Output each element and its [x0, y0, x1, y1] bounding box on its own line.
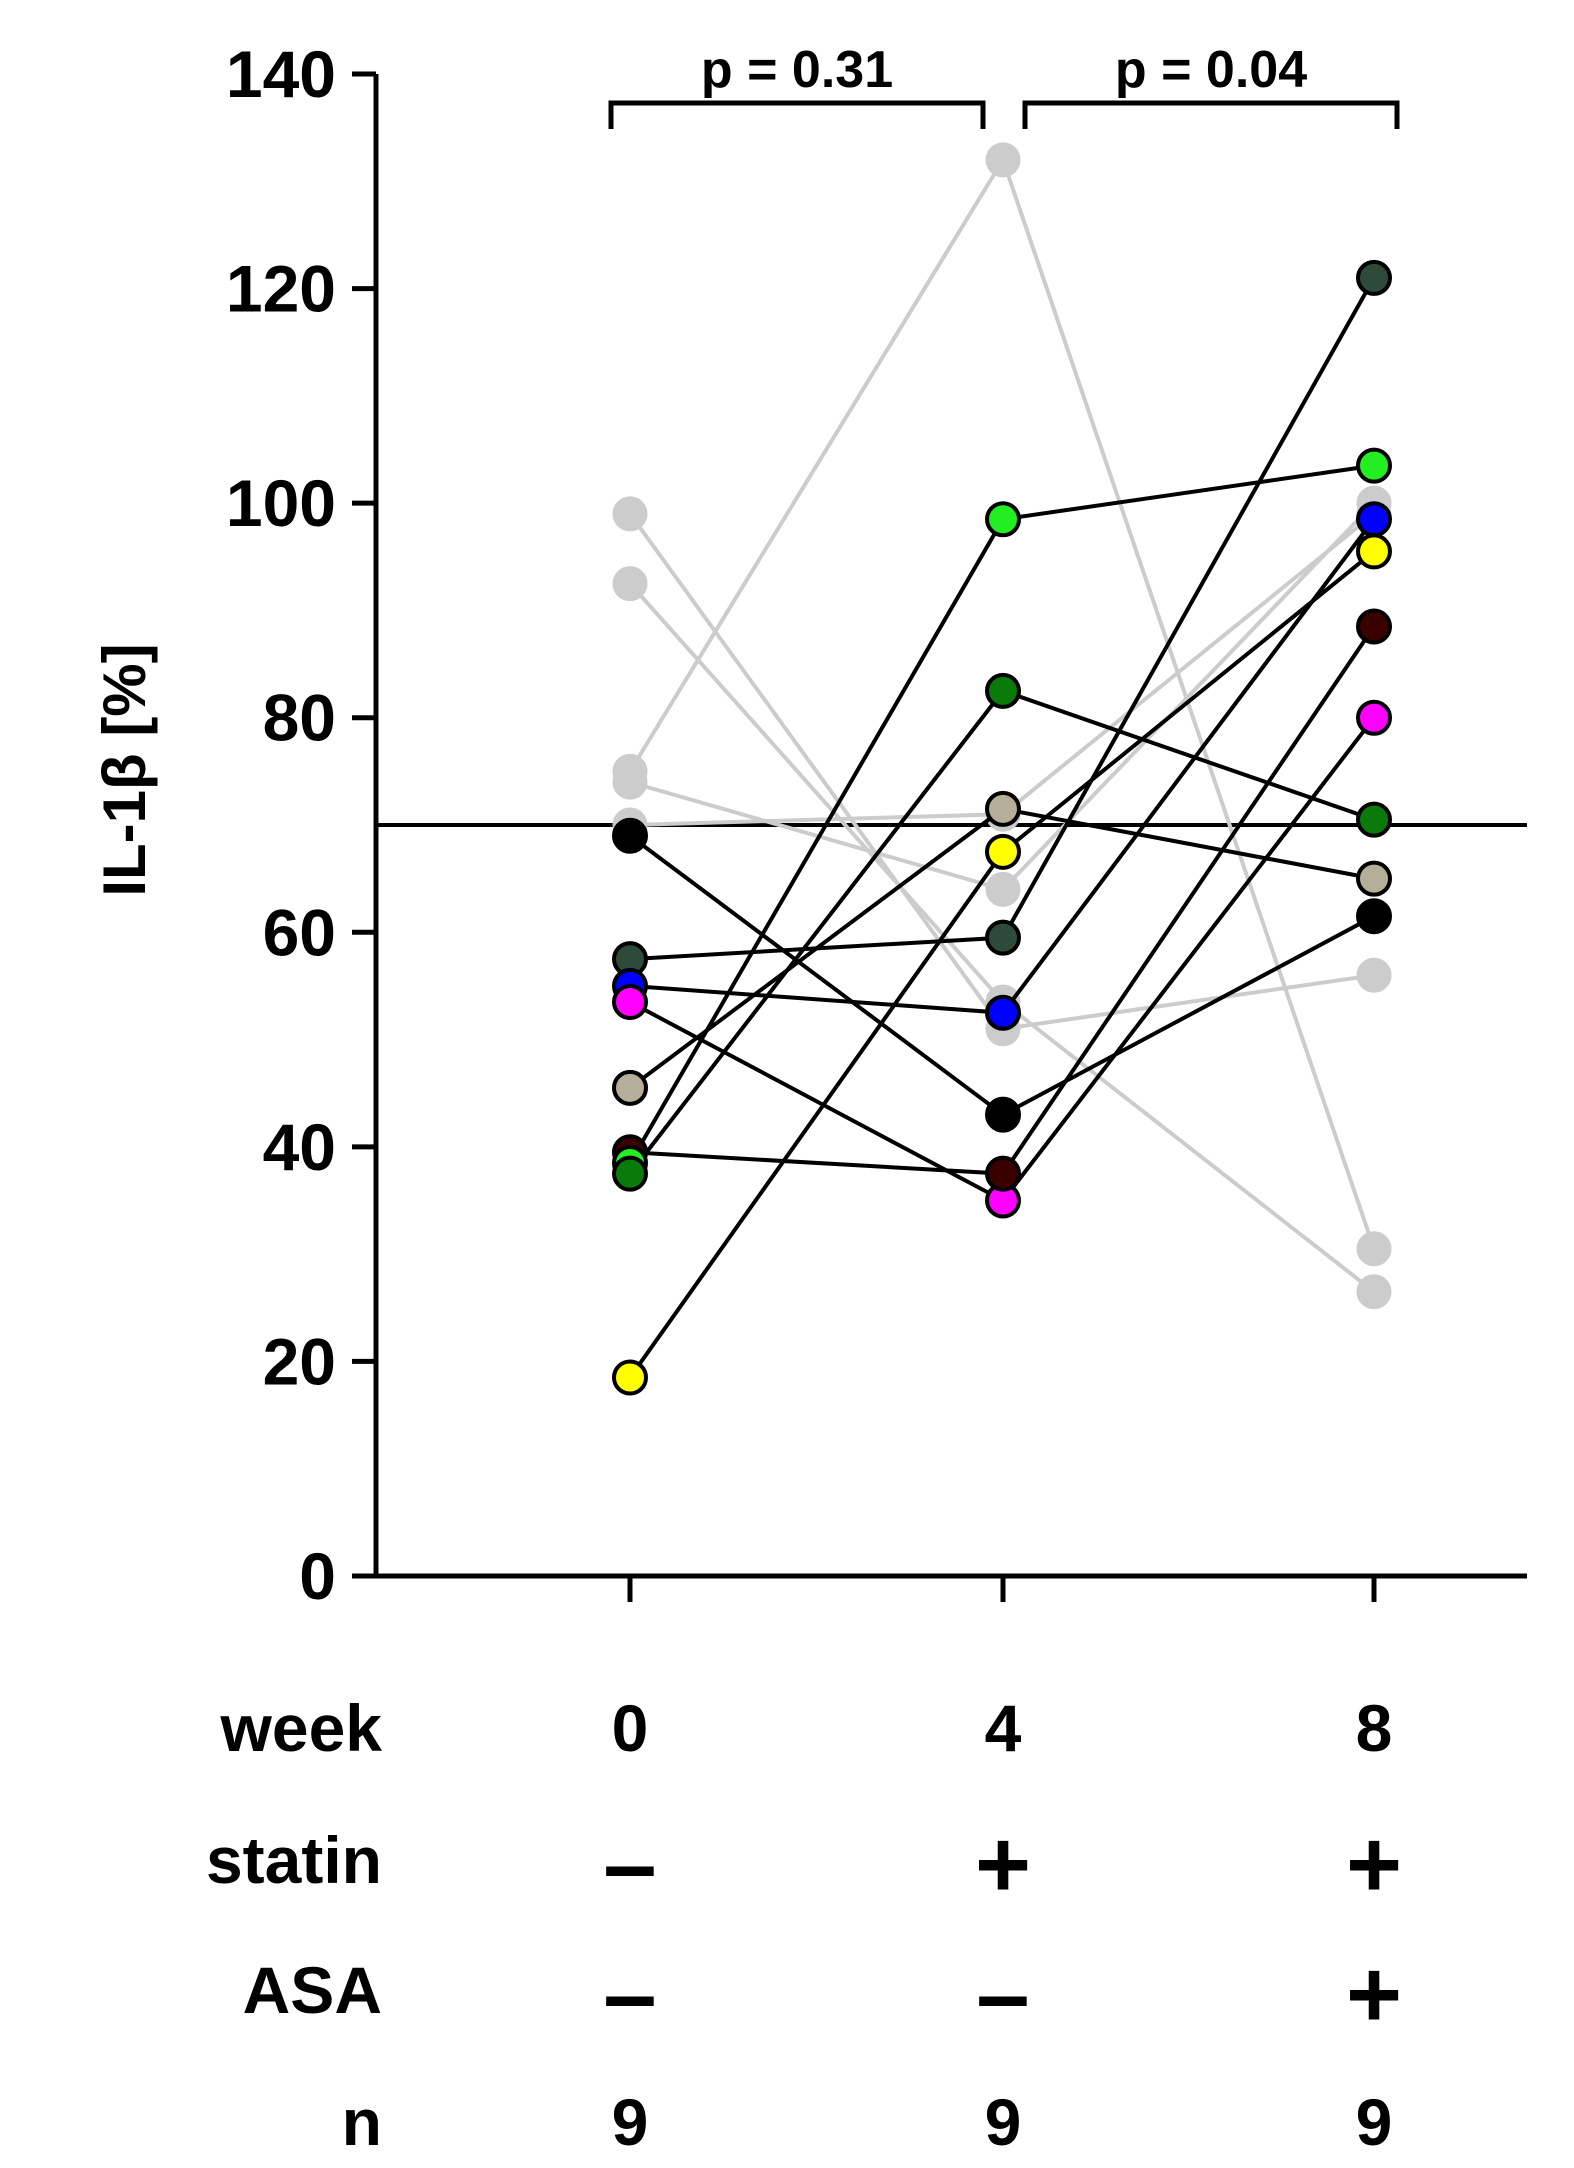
y-axis-title: IL-1β [%]: [91, 643, 158, 896]
table-cell: +: [1346, 1811, 1402, 1918]
y-tick-label: 0: [299, 1539, 336, 1613]
data-point-yellow: [985, 833, 1021, 870]
data-point-blue: [1356, 501, 1392, 538]
y-tick-label: 20: [263, 1324, 336, 1398]
y-tick-label: 120: [226, 252, 336, 326]
table-cell: +: [1346, 1941, 1402, 2048]
data-point-gray-1: [1356, 1231, 1392, 1267]
y-tick-label: 100: [226, 466, 336, 540]
y-tick-label: 80: [263, 681, 336, 755]
y-tick-label: 40: [263, 1110, 336, 1184]
table-cell: 8: [1356, 1691, 1393, 1765]
table-cell: 9: [612, 2085, 649, 2159]
data-point-maroon: [1356, 608, 1392, 645]
condition-table: week 0 4 8 statin – + + ASA – – + n 9 9 9: [206, 1691, 1402, 2159]
data-point-black: [1356, 898, 1392, 935]
data-point-gray-1: [985, 142, 1021, 178]
data-point-magenta: [612, 984, 648, 1021]
data-point-dark-green: [1356, 259, 1392, 296]
table-cell: 4: [985, 1691, 1022, 1765]
table-row-label: n: [342, 2085, 382, 2159]
data-point-gray-4: [985, 871, 1021, 907]
data-point-green: [1356, 801, 1392, 838]
data-point-tan: [985, 790, 1021, 827]
data-point-yellow: [612, 1359, 648, 1396]
data-point-gray-3: [1356, 1274, 1392, 1310]
table-row-label: ASA: [243, 1953, 382, 2027]
data-point-tan: [612, 1069, 648, 1106]
table-row-label: week: [220, 1691, 383, 1765]
data-point-gray-3: [612, 566, 648, 602]
table-cell: –: [976, 1941, 1029, 2048]
table-cell: 0: [612, 1691, 649, 1765]
data-point-black: [612, 817, 648, 854]
data-point-blue: [985, 994, 1021, 1031]
annotations: p = 0.31 p = 0.04: [608, 41, 1400, 129]
data-point-gray-4: [612, 764, 648, 800]
data-point-tan: [1356, 860, 1392, 897]
data-point-green: [985, 672, 1021, 709]
data-point-lime: [1356, 447, 1392, 484]
table-cell: 9: [985, 2085, 1022, 2159]
data-point-green: [612, 1155, 648, 1192]
comparison-bracket: [1022, 100, 1400, 129]
p-value-label: p = 0.31: [701, 41, 893, 99]
table-cell: 9: [1356, 2085, 1393, 2159]
data-point-maroon: [985, 1155, 1021, 1192]
series-layer: [612, 142, 1392, 1396]
y-tick-label: 60: [263, 895, 336, 969]
table-cell: +: [975, 1811, 1031, 1918]
data-point-black: [985, 1096, 1021, 1133]
y-tick-label: 140: [226, 37, 336, 111]
comparison-bracket: [608, 100, 986, 129]
data-point-magenta: [1356, 699, 1392, 736]
data-point-gray-2: [612, 496, 648, 532]
data-point-lime: [985, 501, 1021, 538]
p-value-label: p = 0.04: [1115, 41, 1307, 99]
data-point-dark-green: [985, 919, 1021, 956]
table-cell: –: [603, 1941, 656, 2048]
data-point-yellow: [1356, 533, 1392, 570]
table-row-label: statin: [206, 1823, 382, 1897]
data-point-gray-2: [1356, 957, 1392, 993]
table-cell: –: [603, 1811, 656, 1918]
axes: 0 20 40 60 80 100 120 140: [226, 37, 1527, 1613]
